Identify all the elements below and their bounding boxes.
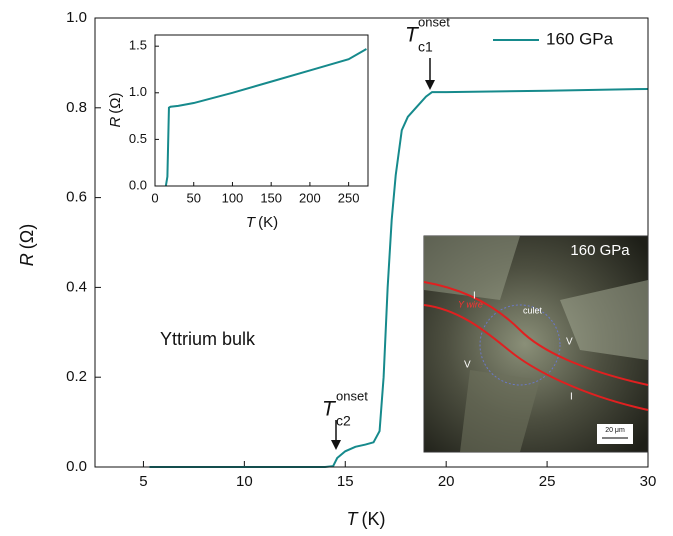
plot-frame — [154, 34, 369, 187]
y-tick-label: 0.6 — [66, 189, 87, 206]
inset-chart: 0 50 100 150 200 250 0.0 0.5 1.0 1.5 — [129, 34, 369, 205]
annotation-symbol: T — [405, 24, 420, 47]
photo-region — [424, 236, 520, 300]
scale-bar-box — [597, 424, 633, 444]
annotation-subscript: c2 — [336, 413, 351, 429]
wire — [423, 304, 649, 411]
y-tick-label: 0.0 — [66, 458, 87, 475]
y-tick-label: 1.5 — [129, 38, 147, 53]
x-axis-title: T (K) — [246, 214, 278, 231]
photo-pressure: 160 GPa — [570, 242, 630, 259]
line — [164, 48, 367, 187]
wire — [423, 281, 649, 386]
photo-label: I — [473, 291, 476, 302]
photo-label: I — [570, 392, 573, 403]
x-tick-label: 150 — [260, 190, 282, 205]
axis-variable: T — [246, 214, 257, 231]
x-tick-label: 0 — [151, 190, 158, 205]
x-tick-label: 200 — [299, 190, 321, 205]
photo-label: V — [566, 337, 573, 348]
y-tick-label: 0.0 — [129, 177, 147, 192]
x-tick-label: 30 — [640, 473, 657, 490]
y-tick-label: 0.2 — [66, 368, 87, 385]
annotation-symbol: T — [322, 398, 337, 421]
arrow-head — [425, 80, 435, 90]
x-axis-title: T (K) — [347, 509, 386, 529]
x-tick-label: 100 — [222, 190, 244, 205]
main-chart: 5 10 15 20 25 30 0.0 0.2 0.4 0.6 0.8 1.0 160 GPa — [66, 9, 656, 490]
y-tick-label: 1.0 — [129, 84, 147, 99]
axis-variable: R — [107, 117, 124, 128]
y-tick-label: 0.8 — [66, 99, 87, 116]
axis-unit: (Ω) — [107, 92, 124, 113]
photo-label: 20 μm — [605, 427, 625, 434]
annotation-superscript: onset — [336, 388, 368, 403]
x-tick-label: 5 — [139, 473, 147, 490]
y-tick-label: 1.0 — [66, 9, 87, 26]
axis-unit: (Ω) — [17, 224, 37, 249]
y-tick-label: 0.5 — [129, 131, 147, 146]
inset-background — [155, 35, 368, 186]
x-tick-label: 250 — [338, 190, 360, 205]
axis-variable: T — [347, 509, 360, 529]
axis-unit: (K) — [258, 214, 278, 231]
y-axis-title: R (Ω) — [17, 224, 37, 266]
photo-region — [460, 370, 540, 452]
photo-label: V — [464, 360, 471, 371]
x-tick-label: 20 — [438, 473, 455, 490]
photo: 160 GPa I I V V culet Y wire 20 μm — [423, 235, 649, 453]
annotation-superscript: onset — [418, 14, 450, 29]
culet-outline — [479, 304, 561, 386]
y-axis-title: R (Ω) — [107, 92, 124, 127]
legend-label: 160 GPa — [546, 29, 614, 48]
arrow-head — [331, 440, 341, 450]
axis-unit: (K) — [362, 509, 386, 529]
photo-label: Y wire — [458, 299, 483, 309]
annotation: Yttrium bulk — [160, 329, 256, 349]
y-tick-label: 0.4 — [66, 278, 87, 295]
x-tick-label: 50 — [186, 190, 200, 205]
x-tick-label: 10 — [236, 473, 253, 490]
x-tick-label: 15 — [337, 473, 354, 490]
photo-label: culet — [523, 305, 543, 315]
axis-variable: R — [17, 253, 37, 266]
photo-region — [560, 280, 648, 360]
x-tick-label: 25 — [539, 473, 556, 490]
annotation-subscript: c1 — [418, 39, 433, 55]
